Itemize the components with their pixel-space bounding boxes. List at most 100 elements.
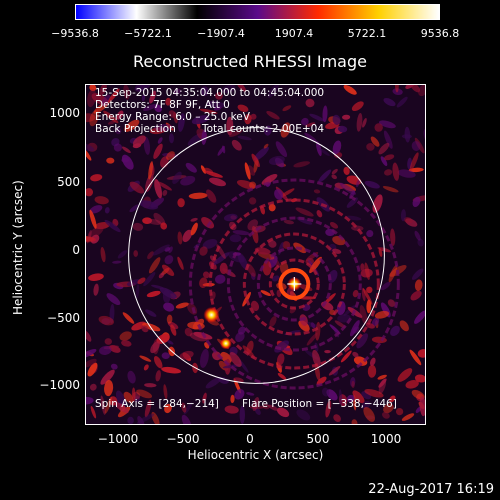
fringe-blob	[180, 175, 196, 186]
fringe-blob	[100, 246, 106, 263]
fringe-blob	[356, 179, 360, 188]
fringe-blob	[164, 403, 172, 414]
fringe-blob	[164, 255, 174, 265]
fringe-blob	[122, 312, 135, 324]
total-counts: Total counts: 2.00E+04	[202, 123, 325, 135]
fringe-blob	[356, 333, 368, 349]
fringe-blob	[309, 256, 322, 274]
fringe-blob	[242, 291, 251, 307]
fringe-blob	[86, 113, 96, 123]
energy-range: Energy Range: 6.0 – 25.0 keV	[95, 111, 250, 123]
fringe-blob	[104, 338, 112, 345]
fringe-blob	[110, 363, 118, 370]
fringe-blob	[168, 133, 175, 144]
fringe-blob	[106, 293, 121, 306]
fringe-blob	[126, 279, 141, 286]
fringe-blob	[399, 320, 409, 332]
fringe-blob	[147, 251, 154, 260]
fringe-blob	[370, 136, 380, 147]
ring-fringe	[226, 216, 362, 352]
fringe-blob	[272, 275, 280, 282]
fringe-blob	[409, 349, 422, 366]
fringe-blob	[115, 390, 126, 408]
fringe-blob	[418, 85, 425, 97]
fringe-blob	[163, 384, 168, 400]
fringe-blob	[101, 317, 111, 325]
fringe-blob	[173, 88, 182, 95]
fringe-blob	[135, 284, 140, 299]
fringe-blob	[378, 247, 383, 257]
fringe-blob	[394, 85, 399, 93]
x-axis-label: Heliocentric X (arcsec)	[187, 448, 324, 462]
fringe-blob	[168, 110, 177, 118]
fringe-blob	[359, 305, 368, 325]
colorbar-tick: −5722.1	[124, 27, 172, 40]
fringe-blob	[141, 325, 149, 333]
fringe-blob	[133, 250, 139, 257]
fringe-blob	[162, 189, 168, 196]
fringe-blob	[152, 244, 170, 256]
fringe-blob	[124, 119, 140, 132]
fringe-blob	[374, 123, 383, 132]
fringe-blob	[325, 400, 332, 418]
fringe-blob	[411, 268, 424, 280]
fringe-blob	[318, 169, 332, 183]
fringe-blob	[86, 236, 96, 243]
fringe-blob	[388, 264, 398, 283]
fringe-blob	[89, 110, 99, 127]
fringe-blob	[87, 89, 97, 107]
fringe-blob	[419, 396, 425, 417]
fringe-blob	[383, 130, 393, 149]
fringe-blob	[134, 85, 152, 92]
fringe-blob	[316, 376, 327, 386]
fringe-blob	[116, 110, 124, 120]
timestamp: 22-Aug-2017 16:19	[368, 482, 494, 497]
fringe-blob	[114, 126, 122, 135]
ring-fringe	[242, 232, 346, 336]
fringe-blob	[202, 271, 210, 279]
fringe-blob	[305, 98, 315, 108]
fringe-blob	[151, 411, 160, 424]
fringe-blob	[201, 129, 207, 145]
fringe-blob	[151, 284, 165, 290]
fringe-blob	[181, 414, 192, 424]
fringe-blob	[405, 85, 415, 89]
fringe-blob	[177, 198, 185, 208]
fringe-blob	[267, 404, 279, 411]
fringe-blob	[209, 177, 226, 187]
fringe-blob	[277, 407, 290, 418]
fringe-blob	[351, 380, 355, 389]
fringe-blob	[280, 188, 295, 198]
x-tick: −500	[166, 432, 200, 446]
fringe-blob	[364, 262, 370, 280]
fringe-blob	[142, 217, 152, 225]
fringe-blob	[131, 387, 136, 402]
fringe-blob	[144, 399, 152, 418]
fringe-blob	[213, 106, 222, 111]
fringe-blob	[377, 374, 387, 380]
fringe-blob	[204, 170, 223, 178]
fringe-blob	[101, 94, 111, 107]
fringe-blob	[276, 289, 282, 298]
fringe-blob	[114, 401, 129, 414]
fringe-blob	[371, 317, 380, 327]
fringe-blob	[374, 310, 390, 319]
y-tick: 500	[57, 175, 80, 189]
fringe-blob	[123, 85, 130, 100]
fringe-blob	[100, 395, 106, 415]
fringe-blob	[162, 264, 175, 276]
fringe-blob	[351, 101, 364, 112]
fringe-blob	[250, 300, 260, 312]
fringe-blob	[199, 348, 209, 368]
fringe-blob	[328, 365, 341, 376]
fringe-blob	[231, 139, 242, 151]
fringe-blob	[238, 326, 246, 335]
fringe-blob	[244, 113, 252, 125]
fringe-blob	[312, 349, 321, 368]
fringe-blob	[261, 174, 278, 185]
fringe-blob	[378, 120, 396, 129]
y-tick: 0	[72, 243, 80, 257]
fringe-blob	[199, 277, 208, 289]
fringe-blob	[86, 148, 92, 161]
fringe-blob	[383, 154, 395, 161]
